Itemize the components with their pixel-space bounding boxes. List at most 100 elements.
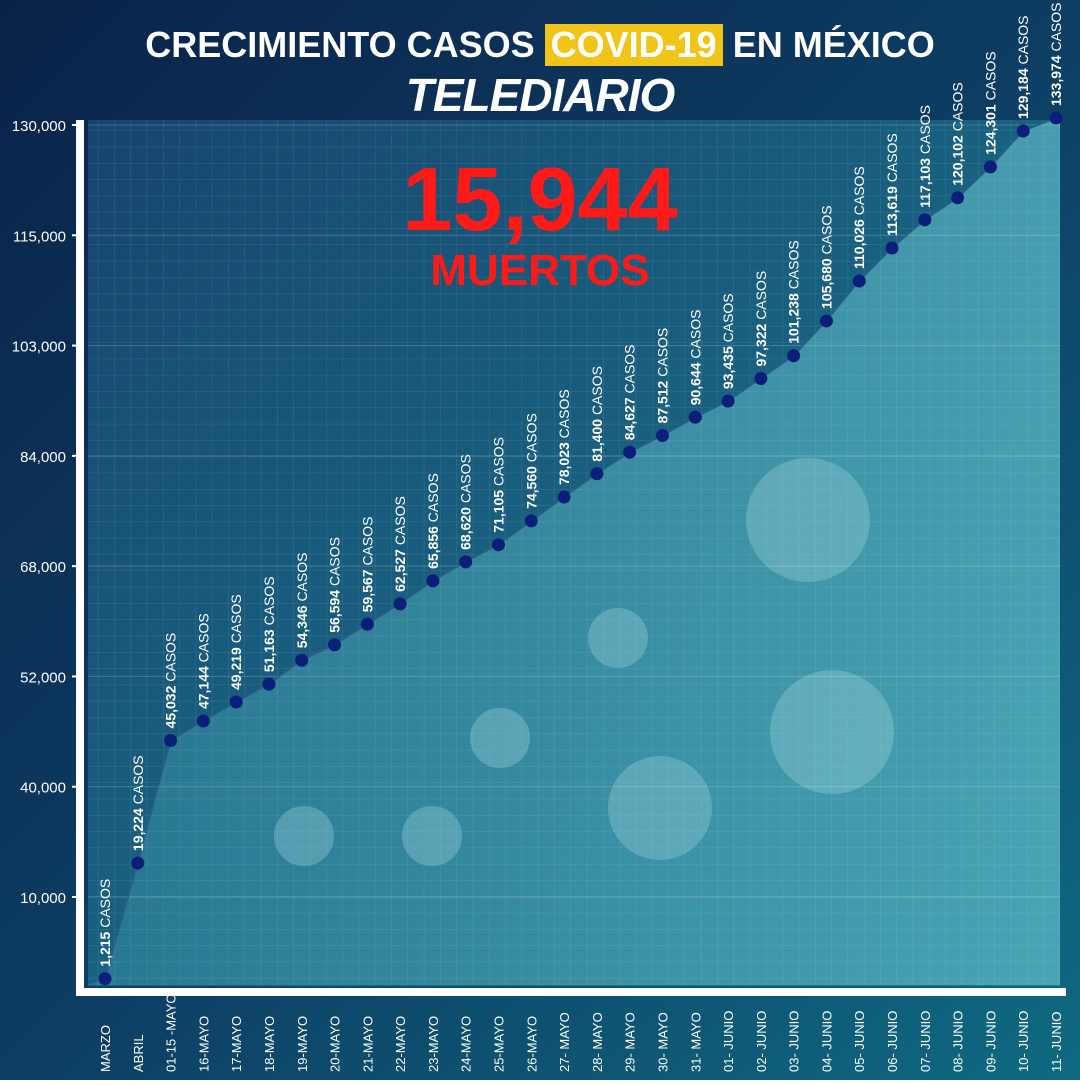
- value-unit: CASOS: [982, 51, 998, 100]
- x-tick-label: 22-MAYO: [393, 1016, 408, 1072]
- y-tick-label: 10,000: [20, 890, 66, 907]
- value-unit: CASOS: [425, 473, 441, 522]
- deaths-number: 15,944: [402, 150, 678, 250]
- value-unit: CASOS: [491, 437, 507, 486]
- point: [360, 617, 374, 631]
- title-row: CRECIMIENTO CASOS COVID-19 EN MÉXICO: [0, 24, 1080, 66]
- value-number: 124,301: [982, 104, 998, 155]
- virus-decoration: [274, 458, 894, 866]
- value-label: 97,322 CASOS: [753, 271, 769, 367]
- point: [98, 972, 112, 986]
- value-number: 62,527: [392, 549, 408, 592]
- point: [229, 695, 243, 709]
- x-tick-label: 29- MAYO: [623, 1012, 638, 1072]
- value-label: 51,163 CASOS: [261, 576, 277, 672]
- x-tick-label: 24-MAYO: [459, 1016, 474, 1072]
- value-number: 19,224: [130, 808, 146, 851]
- value-label: 78,023 CASOS: [556, 389, 572, 485]
- value-unit: CASOS: [523, 413, 539, 462]
- x-tick-label: 27- MAYO: [557, 1012, 572, 1072]
- point: [1049, 111, 1063, 125]
- x-tick-label: 23-MAYO: [426, 1016, 441, 1072]
- value-label: 93,435 CASOS: [720, 293, 736, 389]
- x-tick-label: 26-MAYO: [524, 1016, 539, 1072]
- x-tick-label: 03- JUNIO: [787, 1011, 802, 1072]
- value-number: 49,219: [228, 647, 244, 690]
- x-tick-label: 25-MAYO: [492, 1016, 507, 1072]
- point: [196, 714, 210, 728]
- value-unit: CASOS: [130, 755, 146, 804]
- x-tick-label: 28- MAYO: [590, 1012, 605, 1072]
- value-label: 49,219 CASOS: [228, 594, 244, 690]
- value-unit: CASOS: [195, 613, 211, 662]
- x-tick-label: 06- JUNIO: [885, 1011, 900, 1072]
- value-label: 47,144 CASOS: [195, 613, 211, 709]
- value-unit: CASOS: [851, 166, 867, 215]
- x-tick-label: 21-MAYO: [360, 1016, 375, 1072]
- point: [918, 213, 932, 227]
- value-label: 65,856 CASOS: [425, 473, 441, 569]
- value-unit: CASOS: [622, 344, 638, 393]
- value-label: 68,620 CASOS: [458, 454, 474, 550]
- point: [328, 638, 342, 652]
- y-tick-label: 52,000: [20, 669, 66, 686]
- value-number: 87,512: [654, 380, 670, 423]
- title-highlight: COVID-19: [544, 24, 723, 66]
- value-number: 101,238: [786, 293, 802, 344]
- value-unit: CASOS: [753, 271, 769, 320]
- x-tick-label: 18-MAYO: [262, 1016, 277, 1072]
- point: [295, 653, 309, 667]
- y-tick-label: 103,000: [12, 339, 66, 356]
- value-number: 133,974: [1048, 55, 1064, 106]
- x-tick-label: MARZO: [98, 1025, 113, 1072]
- point: [459, 555, 473, 569]
- point: [951, 191, 965, 205]
- value-label: 110,026 CASOS: [851, 166, 867, 269]
- point: [688, 410, 702, 424]
- value-number: 45,032: [163, 685, 179, 728]
- value-unit: CASOS: [589, 366, 605, 415]
- value-label: 1,215 CASOS: [97, 879, 113, 967]
- point: [426, 574, 440, 588]
- y-tick-label: 115,000: [13, 228, 66, 245]
- value-label: 54,346 CASOS: [294, 553, 310, 649]
- value-label: 59,567 CASOS: [359, 517, 375, 613]
- value-unit: CASOS: [720, 293, 736, 342]
- value-unit: CASOS: [392, 496, 408, 545]
- point: [852, 274, 866, 288]
- deaths-label: MUERTOS: [430, 246, 650, 295]
- value-unit: CASOS: [261, 576, 277, 625]
- value-number: 120,102: [950, 135, 966, 186]
- value-number: 117,103: [917, 158, 933, 208]
- value-unit: CASOS: [950, 82, 966, 131]
- x-tick-label: 30- MAYO: [655, 1012, 670, 1072]
- value-unit: CASOS: [359, 517, 375, 566]
- value-number: 113,619: [884, 186, 900, 236]
- value-number: 81,400: [589, 419, 605, 462]
- point: [524, 514, 538, 528]
- x-tick-label: 20-MAYO: [328, 1016, 343, 1072]
- value-unit: CASOS: [687, 310, 703, 359]
- value-label: 133,974 CASOS: [1048, 3, 1064, 107]
- y-tick-label: 68,000: [20, 559, 66, 576]
- grid-pattern: [88, 120, 1060, 986]
- value-unit: CASOS: [818, 205, 834, 254]
- value-number: 74,560: [523, 466, 539, 509]
- point: [1016, 124, 1030, 138]
- value-label: 120,102 CASOS: [950, 82, 966, 186]
- x-tick-label: 08- JUNIO: [951, 1011, 966, 1072]
- value-label: 90,644 CASOS: [687, 310, 703, 406]
- x-tick-label: 02- JUNIO: [754, 1011, 769, 1072]
- value-label: 56,594 CASOS: [327, 537, 343, 633]
- brand: TELEDIARIO: [405, 69, 676, 121]
- point: [721, 394, 735, 408]
- point: [885, 241, 899, 255]
- value-unit: CASOS: [97, 879, 113, 928]
- value-number: 90,644: [687, 362, 703, 405]
- point: [623, 445, 637, 459]
- value-number: 105,680: [818, 258, 834, 309]
- value-number: 65,856: [425, 526, 441, 569]
- title-end: EN MÉXICO: [732, 24, 935, 65]
- value-unit: CASOS: [556, 389, 572, 438]
